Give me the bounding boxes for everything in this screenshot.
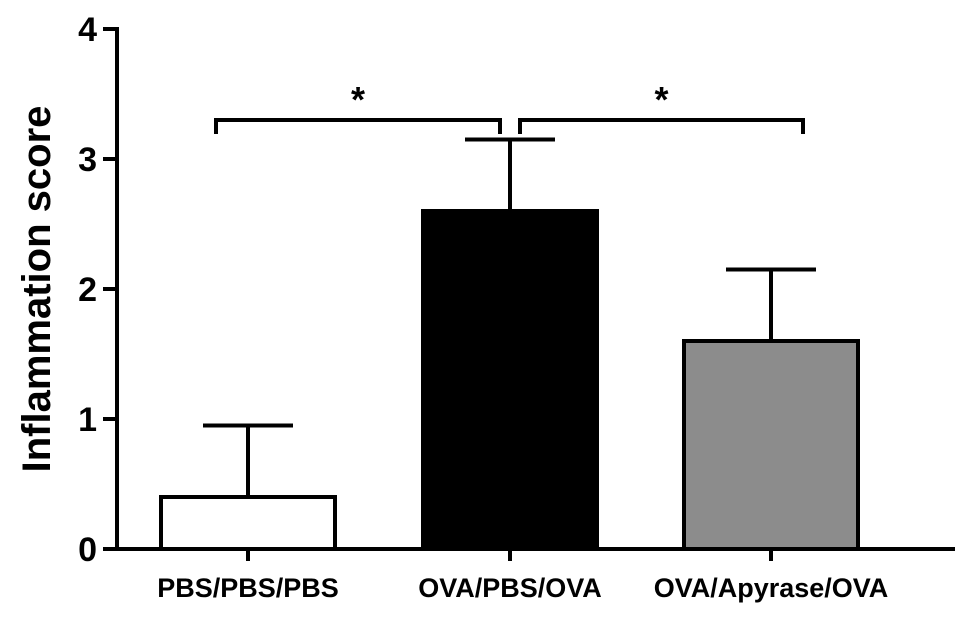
y-axis-label: Inflammation score [15, 106, 59, 473]
bars [159, 209, 860, 551]
significance-bracket [214, 118, 502, 134]
bar [421, 209, 599, 551]
y-tick-label: 3 [78, 141, 97, 179]
x-tick-label: PBS/PBS/PBS [157, 573, 339, 603]
y-tick-label: 1 [78, 401, 97, 439]
bar [682, 339, 860, 551]
error-bars [203, 137, 816, 497]
labels: 0 1 2 3 4 * * PBS/PBS/PBS OVA/PBS/OVA OVA/Apyrase… [15, 11, 888, 603]
bar [159, 495, 337, 551]
y-tick-label: 4 [78, 11, 97, 49]
y-tick-label: 2 [78, 271, 97, 309]
x-tick-label: OVA/Apyrase/OVA [654, 573, 889, 603]
significance-label: * [654, 79, 668, 120]
significance-bracket [518, 118, 805, 134]
significance-brackets [214, 118, 805, 134]
significance-label: * [351, 79, 365, 120]
x-tick-label: OVA/PBS/OVA [418, 573, 602, 603]
y-tick-label: 0 [78, 531, 97, 569]
